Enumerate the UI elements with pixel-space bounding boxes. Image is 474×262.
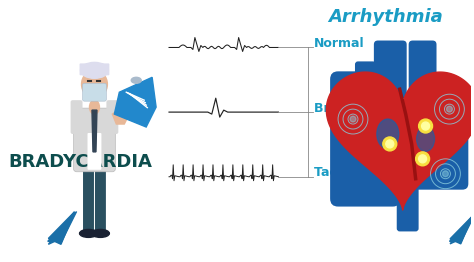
- FancyBboxPatch shape: [71, 100, 82, 134]
- Polygon shape: [449, 216, 474, 241]
- FancyBboxPatch shape: [106, 100, 118, 134]
- Ellipse shape: [90, 100, 100, 114]
- Circle shape: [443, 171, 448, 177]
- Ellipse shape: [82, 70, 108, 98]
- Polygon shape: [450, 216, 472, 244]
- Circle shape: [386, 140, 394, 148]
- FancyBboxPatch shape: [83, 164, 94, 235]
- Circle shape: [419, 155, 427, 163]
- Polygon shape: [92, 110, 97, 152]
- Polygon shape: [112, 107, 129, 124]
- Polygon shape: [114, 77, 156, 127]
- FancyBboxPatch shape: [330, 71, 401, 206]
- Circle shape: [383, 137, 397, 151]
- FancyBboxPatch shape: [355, 61, 376, 107]
- Ellipse shape: [91, 230, 109, 237]
- Ellipse shape: [417, 127, 435, 151]
- FancyBboxPatch shape: [409, 41, 437, 93]
- FancyBboxPatch shape: [374, 41, 407, 98]
- Text: Normal: Normal: [314, 37, 365, 50]
- Text: BRADYCARDIA: BRADYCARDIA: [8, 153, 152, 171]
- Circle shape: [416, 152, 429, 166]
- Polygon shape: [326, 72, 474, 210]
- FancyBboxPatch shape: [411, 83, 468, 190]
- Ellipse shape: [131, 77, 141, 83]
- Text: Brady cardia: Brady cardia: [314, 102, 403, 115]
- FancyBboxPatch shape: [397, 186, 419, 231]
- Circle shape: [447, 106, 452, 112]
- Circle shape: [350, 116, 356, 122]
- FancyBboxPatch shape: [95, 164, 106, 235]
- Ellipse shape: [80, 230, 98, 237]
- Polygon shape: [48, 212, 74, 244]
- Circle shape: [421, 122, 429, 130]
- FancyBboxPatch shape: [80, 63, 109, 75]
- Ellipse shape: [377, 119, 399, 149]
- Text: Tachy cardia: Tachy cardia: [314, 166, 402, 179]
- Polygon shape: [450, 216, 472, 244]
- FancyBboxPatch shape: [82, 83, 106, 101]
- FancyBboxPatch shape: [88, 133, 101, 170]
- FancyBboxPatch shape: [73, 108, 115, 172]
- Circle shape: [419, 119, 433, 133]
- Polygon shape: [48, 211, 77, 241]
- Ellipse shape: [81, 62, 109, 78]
- Polygon shape: [48, 212, 74, 244]
- Text: Arrhythmia: Arrhythmia: [328, 8, 443, 26]
